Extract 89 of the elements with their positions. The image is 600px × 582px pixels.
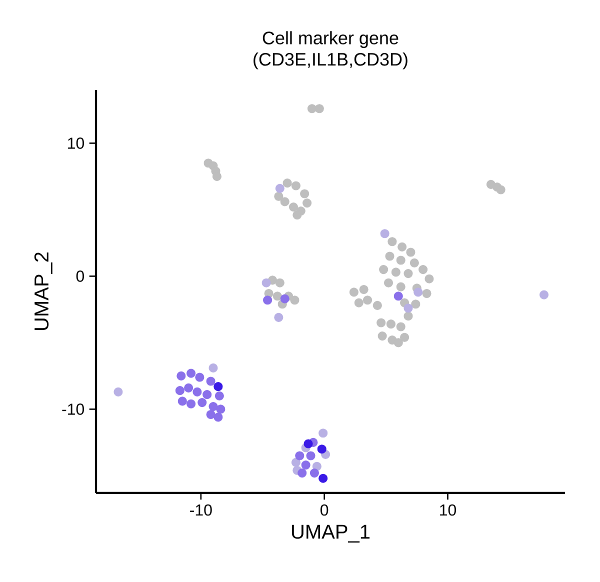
point bbox=[406, 248, 416, 257]
point bbox=[214, 412, 223, 422]
x-tick-label: 0 bbox=[320, 504, 328, 516]
point bbox=[384, 278, 394, 288]
point bbox=[275, 278, 284, 288]
point bbox=[290, 296, 300, 305]
point bbox=[216, 404, 226, 414]
point bbox=[114, 387, 123, 396]
point bbox=[301, 460, 310, 470]
point bbox=[306, 451, 316, 460]
point bbox=[178, 396, 187, 406]
point bbox=[422, 288, 432, 298]
point bbox=[386, 320, 396, 329]
chart-subtitle: (CD3E,IL1B,CD3D) bbox=[254, 52, 408, 70]
point bbox=[214, 391, 224, 400]
point bbox=[195, 372, 204, 382]
point bbox=[202, 390, 212, 400]
point bbox=[282, 178, 292, 188]
point bbox=[385, 252, 394, 261]
point bbox=[379, 265, 388, 274]
point bbox=[192, 387, 202, 396]
point bbox=[404, 304, 413, 313]
point bbox=[388, 237, 397, 246]
x-axis-title: UMAP_1 bbox=[292, 524, 370, 543]
point bbox=[208, 363, 218, 372]
point bbox=[214, 382, 223, 392]
point bbox=[418, 265, 428, 274]
point bbox=[310, 468, 319, 478]
point bbox=[372, 300, 382, 310]
y-tick-label: -10 bbox=[62, 404, 84, 415]
x-tick-label: -10 bbox=[190, 504, 212, 516]
y-axis-title: UMAP_2 bbox=[34, 252, 52, 330]
point bbox=[378, 332, 387, 341]
point bbox=[396, 282, 406, 292]
point bbox=[275, 184, 284, 193]
point bbox=[317, 444, 326, 454]
point bbox=[175, 386, 184, 396]
point bbox=[274, 192, 284, 201]
point bbox=[349, 288, 358, 297]
point bbox=[496, 185, 506, 194]
point bbox=[539, 290, 549, 300]
point bbox=[396, 256, 406, 265]
point bbox=[198, 398, 207, 408]
point bbox=[376, 318, 386, 328]
point bbox=[398, 242, 407, 252]
point bbox=[414, 288, 423, 297]
y-tick-label: 10 bbox=[68, 138, 84, 149]
point bbox=[186, 368, 196, 378]
point bbox=[300, 189, 310, 198]
point bbox=[302, 198, 312, 208]
point bbox=[394, 292, 403, 301]
point bbox=[424, 274, 434, 284]
point bbox=[184, 383, 194, 392]
point bbox=[400, 332, 410, 342]
point bbox=[318, 474, 328, 483]
point bbox=[410, 258, 419, 268]
point bbox=[176, 371, 186, 380]
point bbox=[307, 104, 317, 114]
point bbox=[208, 402, 218, 412]
point bbox=[186, 399, 196, 408]
point bbox=[272, 292, 282, 301]
point bbox=[380, 229, 390, 238]
point bbox=[359, 284, 368, 294]
point bbox=[280, 294, 290, 304]
point bbox=[391, 268, 400, 277]
point bbox=[280, 197, 290, 206]
point bbox=[404, 269, 413, 278]
point bbox=[362, 296, 372, 305]
point bbox=[298, 468, 307, 478]
point bbox=[318, 428, 328, 438]
point bbox=[354, 298, 364, 308]
point bbox=[274, 312, 284, 322]
point bbox=[404, 312, 413, 321]
point bbox=[411, 300, 420, 309]
point bbox=[295, 451, 304, 460]
y-tick-label: 0 bbox=[76, 270, 84, 282]
point bbox=[396, 322, 406, 332]
point bbox=[262, 278, 271, 288]
point bbox=[206, 410, 216, 420]
chart-title: Cell marker gene bbox=[262, 31, 398, 48]
point bbox=[394, 338, 403, 348]
point bbox=[304, 439, 313, 448]
point bbox=[263, 296, 272, 305]
point bbox=[206, 376, 216, 386]
point bbox=[291, 181, 300, 190]
x-tick-label: 10 bbox=[440, 504, 456, 516]
point bbox=[292, 210, 302, 220]
point bbox=[288, 202, 298, 212]
point bbox=[314, 104, 324, 114]
